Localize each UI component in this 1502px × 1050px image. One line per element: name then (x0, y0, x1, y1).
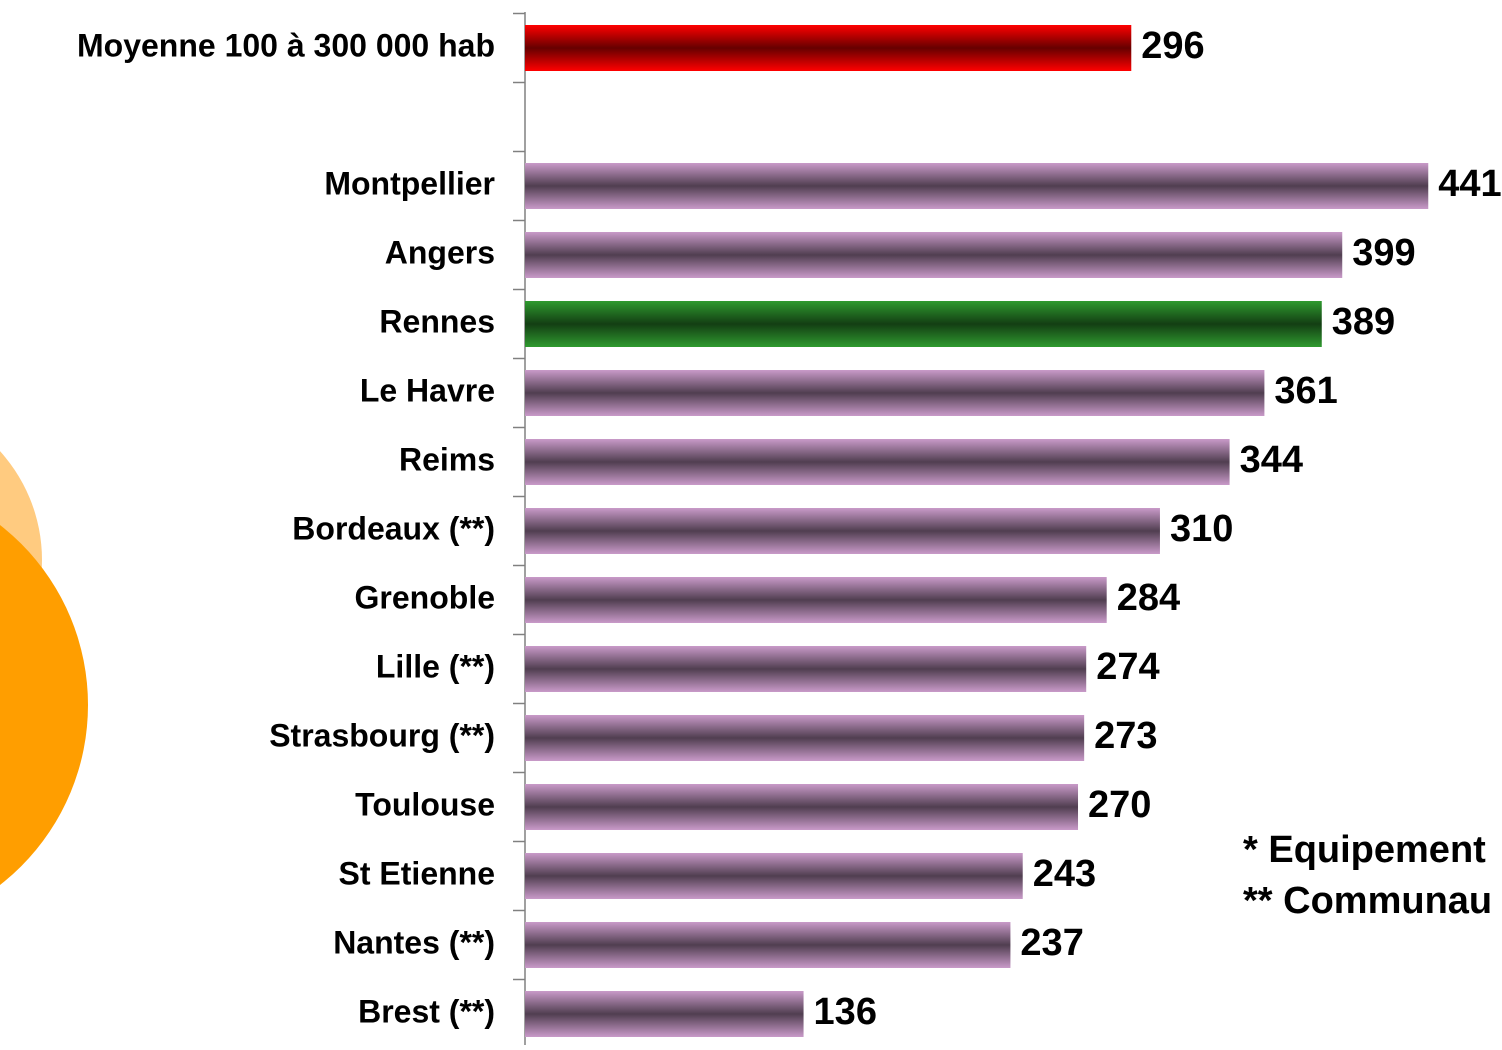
value-label: 389 (1332, 301, 1395, 343)
value-label: 273 (1094, 715, 1157, 757)
value-label: 284 (1117, 577, 1180, 619)
value-label: 136 (814, 991, 877, 1033)
bar (525, 25, 1132, 71)
bar (525, 163, 1429, 209)
category-label: Toulouse (355, 786, 495, 822)
bar (525, 715, 1085, 761)
value-label: 237 (1020, 922, 1083, 964)
bar (525, 439, 1230, 485)
value-label: 361 (1274, 370, 1337, 412)
category-label: Lille (**) (376, 648, 495, 684)
bar (525, 577, 1107, 623)
bar (525, 646, 1087, 692)
value-label: 243 (1033, 853, 1096, 895)
category-label: Strasbourg (**) (269, 717, 495, 753)
bar (525, 232, 1343, 278)
annotation: * Equipement (1243, 829, 1486, 871)
category-label: St Etienne (339, 855, 495, 891)
category-label: Montpellier (324, 165, 495, 201)
category-label: Rennes (379, 303, 495, 339)
bar (525, 922, 1011, 968)
value-label: 344 (1240, 439, 1303, 481)
decor-circle (0, 525, 88, 885)
category-label: Moyenne 100 à 300 000 hab (77, 27, 495, 63)
bar (525, 853, 1023, 899)
value-label: 270 (1088, 784, 1151, 826)
category-label: Angers (385, 234, 495, 270)
value-label: 399 (1352, 232, 1415, 274)
bar (525, 991, 804, 1037)
value-label: 296 (1141, 25, 1204, 67)
value-label: 310 (1170, 508, 1233, 550)
bar (525, 301, 1322, 347)
category-label: Reims (399, 441, 495, 477)
category-label: Grenoble (355, 579, 495, 615)
bar (525, 508, 1160, 554)
category-label: Nantes (**) (333, 924, 495, 960)
category-label: Brest (**) (358, 993, 495, 1029)
category-label: Le Havre (360, 372, 495, 408)
bar (525, 370, 1265, 416)
annotation: ** Communau (1243, 880, 1492, 922)
value-label: 274 (1096, 646, 1159, 688)
value-label: 441 (1438, 163, 1501, 205)
category-label: Bordeaux (**) (292, 510, 495, 546)
bar (525, 784, 1079, 830)
